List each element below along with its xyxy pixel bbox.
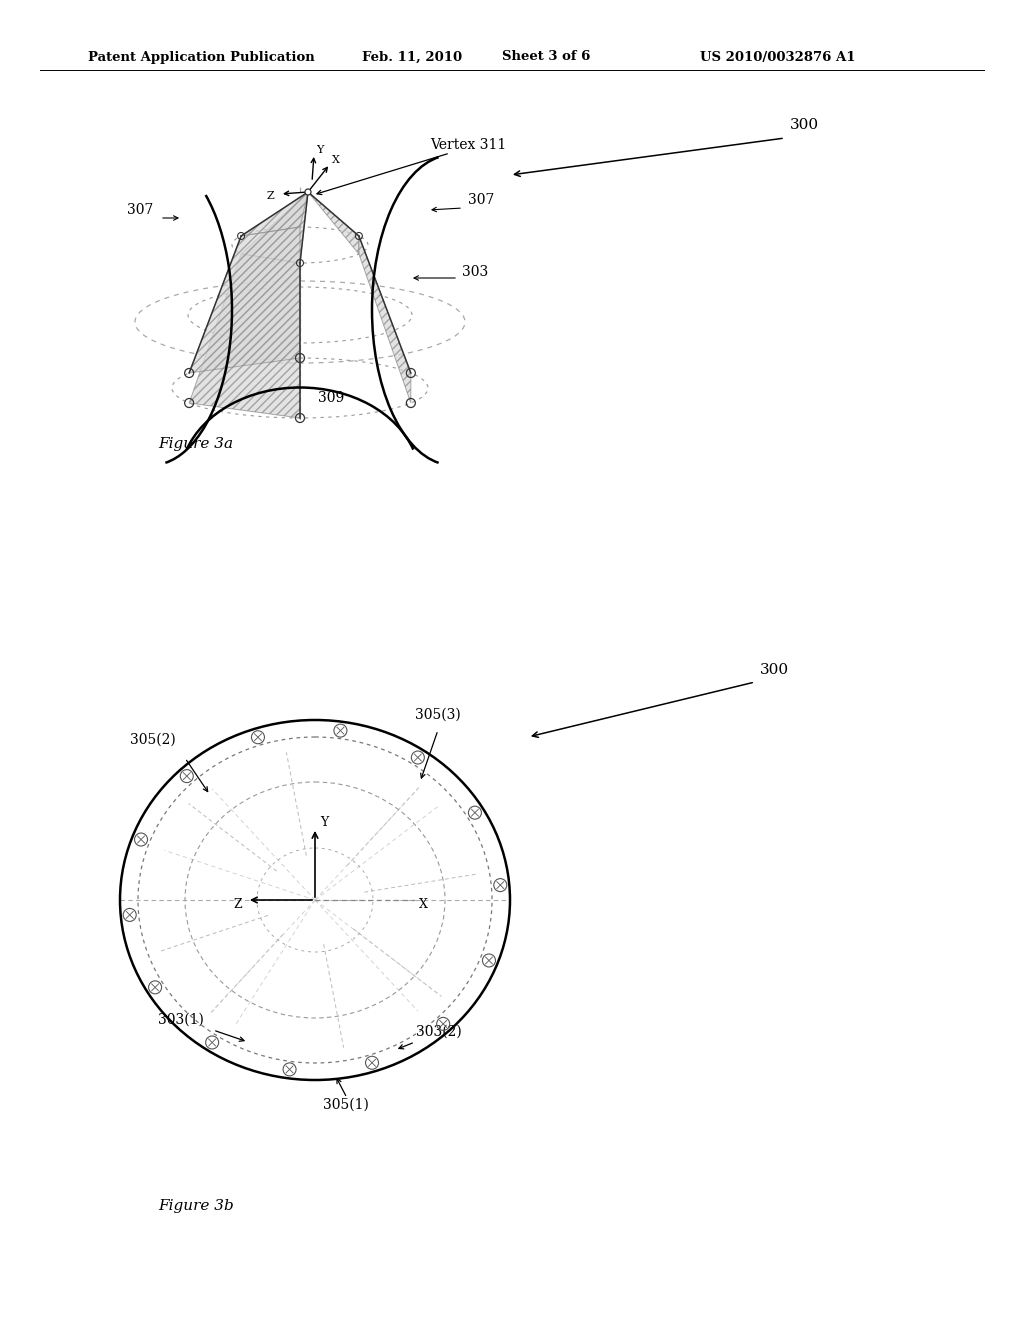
Polygon shape xyxy=(308,191,358,253)
Text: Patent Application Publication: Patent Application Publication xyxy=(88,50,314,63)
Text: Feb. 11, 2010: Feb. 11, 2010 xyxy=(362,50,462,63)
Text: 303: 303 xyxy=(462,265,488,279)
Text: Y: Y xyxy=(319,816,329,829)
Text: Vertex 311: Vertex 311 xyxy=(430,139,506,152)
Text: X: X xyxy=(332,154,340,165)
Circle shape xyxy=(305,189,311,195)
Text: 309: 309 xyxy=(318,391,344,405)
Text: Z: Z xyxy=(266,191,273,201)
Polygon shape xyxy=(241,191,308,263)
Text: Y: Y xyxy=(316,145,324,154)
Text: 303(1): 303(1) xyxy=(158,1012,204,1027)
Text: Sheet 3 of 6: Sheet 3 of 6 xyxy=(502,50,591,63)
Text: 307: 307 xyxy=(468,193,495,207)
Text: Figure 3b: Figure 3b xyxy=(158,1199,233,1213)
Polygon shape xyxy=(241,191,308,236)
Polygon shape xyxy=(189,227,300,374)
Text: 305(1): 305(1) xyxy=(323,1098,369,1111)
Text: 305(3): 305(3) xyxy=(415,708,461,722)
Polygon shape xyxy=(189,253,300,418)
Text: 303(2): 303(2) xyxy=(416,1026,462,1039)
Text: X: X xyxy=(419,899,428,912)
Text: 305(2): 305(2) xyxy=(130,733,176,747)
Text: 300: 300 xyxy=(760,663,790,677)
Polygon shape xyxy=(358,236,411,403)
Text: Z: Z xyxy=(233,899,242,912)
Text: Figure 3a: Figure 3a xyxy=(158,437,233,451)
Text: US 2010/0032876 A1: US 2010/0032876 A1 xyxy=(700,50,855,63)
Text: 300: 300 xyxy=(790,117,819,132)
Text: 307: 307 xyxy=(127,203,154,216)
